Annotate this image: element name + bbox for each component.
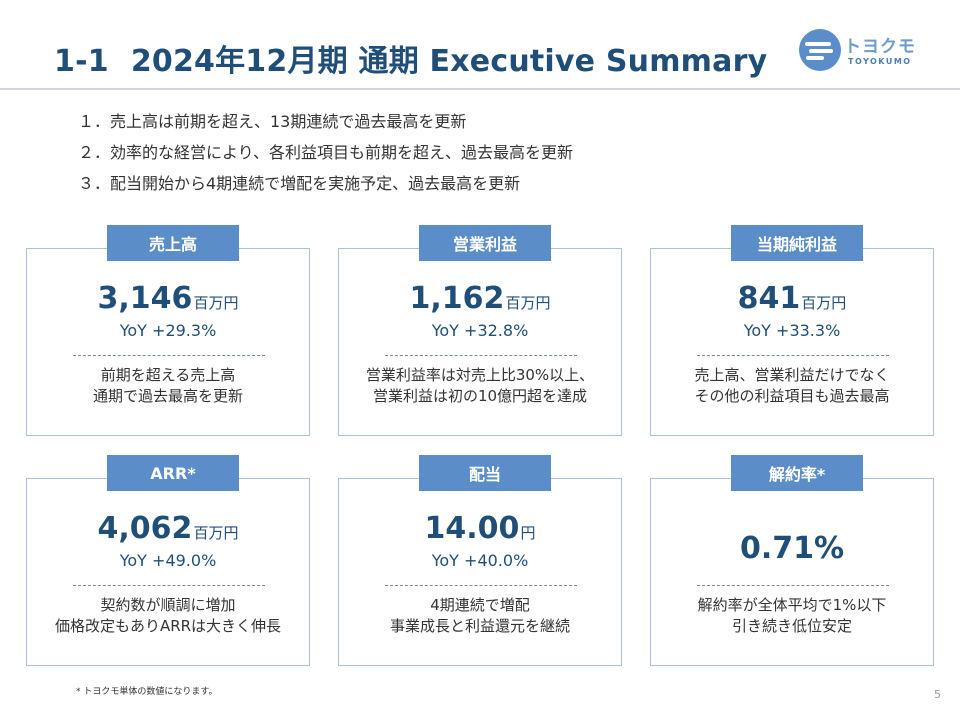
kpi-description-line: 営業利益率は対売上比30%以上、 (365, 366, 595, 384)
kpi-description-line: 前期を超える売上高 (100, 366, 236, 384)
kpi-description-line: 4期連続で増配 (430, 596, 530, 614)
page-title: 1-1 2024年12月期 通期 Executive Summary (54, 36, 767, 80)
kpi-card-churn-rate: 解約率* 0.71% 解約率が全体平均で1%以下 引き続き低位安定 (650, 455, 934, 666)
kpi-label: 解約率* (731, 455, 863, 491)
kpi-description: 営業利益率は対売上比30%以上、 営業利益は初の10億円超を達成 (339, 365, 621, 407)
kpi-description-line: 通期で過去最高を更新 (92, 387, 243, 405)
kpi-unit: 百万円 (505, 294, 551, 312)
cloud-logo-icon (799, 29, 841, 71)
kpi-description: 4期連続で増配事業成長と利益還元を継続 (339, 595, 621, 637)
kpi-description-line: 契約数が順調に増加 (100, 596, 236, 614)
kpi-number: 0.71% (739, 531, 845, 566)
key-point-number: １． (78, 112, 111, 131)
key-point: ２．効率的な経営により、各利益項目も前期を超え、過去最高を更新 (78, 137, 573, 168)
kpi-value: 14.00円 (339, 511, 621, 546)
kpi-card-dividend: 配当 14.00円 YoY +40.0% 4期連続で増配事業成長と利益還元を継続 (338, 455, 622, 666)
kpi-label: 当期純利益 (731, 225, 863, 261)
section-number: 1-1 (54, 44, 109, 79)
kpi-value: 1,162百万円 (339, 281, 621, 316)
kpi-yoy: YoY +32.8% (431, 321, 529, 340)
key-point-number: ３． (78, 174, 111, 193)
key-point-text: 配当開始から4期連続で増配を実施予定、過去最高を更新 (110, 174, 521, 193)
key-point-number: ２． (78, 143, 111, 162)
kpi-description-line: 価格改定もありARRは大きく伸長 (54, 617, 282, 635)
kpi-description-line: 解約率が全体平均で1%以下 (697, 596, 887, 614)
kpi-card-revenue: 売上高 3,146百万円 YoY +29.3% 前期を超える売上高 通期で過去最高… (26, 225, 310, 436)
logo-text-jp: トヨクモ (844, 37, 916, 57)
kpi-yoy: YoY +49.0% (119, 551, 217, 570)
kpi-number: 3,146 (97, 281, 193, 316)
kpi-description: 前期を超える売上高 通期で過去最高を更新 (27, 365, 309, 407)
dashed-divider (697, 355, 889, 356)
footnote: * トヨクモ単体の数値になります。 (76, 687, 218, 697)
kpi-number: 4,062 (97, 511, 193, 546)
key-point-text: 効率的な経営により、各利益項目も前期を超え、過去最高を更新 (110, 143, 574, 162)
kpi-label: 配当 (419, 455, 551, 491)
logo-text-en: TOYOKUMO (848, 57, 912, 66)
key-point-text: 売上高は前期を超え、13期連続で過去最高を更新 (110, 112, 467, 131)
dashed-divider (73, 355, 265, 356)
kpi-unit: 百万円 (801, 294, 847, 312)
kpi-unit: 百万円 (193, 294, 239, 312)
kpi-yoy: YoY +29.3% (119, 321, 217, 340)
kpi-description-line: 売上高、営業利益だけでなく (694, 366, 890, 384)
kpi-value: 0.71% (651, 531, 933, 566)
kpi-label: 営業利益 (419, 225, 551, 261)
kpi-yoy: YoY +40.0% (431, 551, 529, 570)
key-points-list: １．売上高は前期を超え、13期連続で過去最高を更新 ２．効率的な経営により、各利… (78, 106, 573, 199)
kpi-yoy: YoY +33.3% (743, 321, 841, 340)
kpi-label: 売上高 (107, 225, 239, 261)
kpi-description-line: 引き続き低位安定 (731, 617, 852, 635)
kpi-description: 契約数が順調に増加価格改定もありARRは大きく伸長 (27, 595, 309, 637)
kpi-label: ARR* (107, 455, 239, 491)
key-point: １．売上高は前期を超え、13期連続で過去最高を更新 (78, 106, 573, 137)
kpi-number: 14.00 (424, 511, 520, 546)
kpi-card-operating-profit: 営業利益 1,162百万円 YoY +32.8% 営業利益率は対売上比30%以上… (338, 225, 622, 436)
company-logo: トヨクモ TOYOKUMO (798, 28, 928, 76)
dashed-divider (385, 585, 577, 586)
page-number: 5 (934, 688, 941, 701)
kpi-value: 3,146百万円 (27, 281, 309, 316)
kpi-unit: 円 (520, 524, 536, 542)
kpi-value: 4,062百万円 (27, 511, 309, 546)
kpi-card-arr: ARR* 4,062百万円 YoY +49.0% 契約数が順調に増加価格改定もあ… (26, 455, 310, 666)
kpi-number: 841 (737, 281, 801, 316)
dashed-divider (697, 585, 889, 586)
title-text: 2024年12月期 通期 Executive Summary (130, 44, 768, 79)
key-point: ３．配当開始から4期連続で増配を実施予定、過去最高を更新 (78, 168, 573, 199)
kpi-description-line: 事業成長と利益還元を継続 (389, 617, 570, 635)
kpi-number: 1,162 (409, 281, 505, 316)
kpi-description: 売上高、営業利益だけでなく その他の利益項目も過去最高 (651, 365, 933, 407)
kpi-value: 841百万円 (651, 281, 933, 316)
dashed-divider (385, 355, 577, 356)
kpi-description: 解約率が全体平均で1%以下 引き続き低位安定 (651, 595, 933, 637)
kpi-description-line: 営業利益は初の10億円超を達成 (372, 387, 588, 405)
dashed-divider (73, 585, 265, 586)
kpi-unit: 百万円 (193, 524, 239, 542)
title-divider (0, 88, 960, 90)
kpi-card-net-income: 当期純利益 841百万円 YoY +33.3% 売上高、営業利益だけでなく その他… (650, 225, 934, 436)
kpi-description-line: その他の利益項目も過去最高 (694, 387, 890, 405)
